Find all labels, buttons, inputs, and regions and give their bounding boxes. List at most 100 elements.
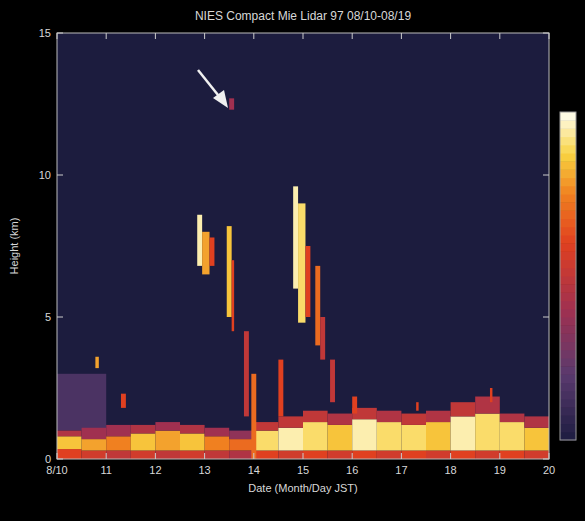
x-tick <box>549 33 550 39</box>
cell <box>229 439 254 450</box>
cell <box>475 414 500 451</box>
cell <box>57 449 82 459</box>
cell <box>254 422 279 431</box>
x-tick <box>499 453 500 459</box>
cell <box>524 428 549 451</box>
cell <box>328 450 353 459</box>
x-tick-label: 18 <box>444 464 456 476</box>
colorbar-step <box>560 202 576 211</box>
x-tick-label: 14 <box>248 464 260 476</box>
y-tick <box>543 175 549 176</box>
cell <box>328 414 353 425</box>
cell <box>315 266 320 346</box>
cell <box>475 450 500 459</box>
colorbar-step <box>560 268 576 277</box>
colorbar-step <box>560 186 576 195</box>
y-tick-label: 10 <box>39 169 51 181</box>
cell <box>524 450 549 459</box>
cell <box>106 450 131 459</box>
colorbar-step <box>560 120 576 129</box>
cell <box>229 431 254 440</box>
cell <box>377 422 402 450</box>
cell <box>131 425 156 434</box>
arrow <box>198 70 228 108</box>
x-tick <box>57 33 58 39</box>
y-tick <box>57 33 63 34</box>
x-tick <box>401 453 402 459</box>
colorbar-step <box>560 161 576 170</box>
frame <box>57 33 549 459</box>
colorbar-step <box>560 325 576 334</box>
cell <box>451 450 476 459</box>
cell <box>227 226 232 317</box>
cell <box>254 450 279 459</box>
colorbar-frame <box>560 112 576 440</box>
cell <box>106 436 131 450</box>
cell <box>232 260 234 331</box>
cell <box>305 246 310 317</box>
x-tick <box>303 453 304 459</box>
cell <box>155 422 180 431</box>
colorbar-step <box>560 333 576 342</box>
y-tick <box>543 317 549 318</box>
cell <box>254 431 279 451</box>
cell <box>121 394 126 408</box>
y-tick-label: 5 <box>45 311 51 323</box>
x-axis-title: Date (Month/Day JST) <box>248 482 357 494</box>
x-tick-label: 15 <box>297 464 309 476</box>
colorbar-step <box>560 243 576 252</box>
colorbar-step <box>560 251 576 260</box>
cell <box>82 439 107 450</box>
cell <box>328 425 353 451</box>
cell <box>298 203 305 322</box>
y-tick-label: 0 <box>45 453 51 465</box>
cell <box>303 411 328 422</box>
colorbar-step <box>560 235 576 244</box>
cells <box>57 98 549 459</box>
y-tick <box>543 459 549 460</box>
cell <box>229 98 234 109</box>
cell <box>229 450 254 459</box>
cell <box>401 425 426 451</box>
cell <box>330 360 335 403</box>
title: NIES Compact Mie Lidar 97 08/10-08/19 <box>195 9 411 23</box>
cell <box>451 402 476 416</box>
colorbar-step <box>560 309 576 318</box>
colorbar-step <box>560 366 576 375</box>
x-tick <box>401 33 402 39</box>
colorbar-step <box>560 219 576 228</box>
background <box>0 0 585 521</box>
plot-area <box>57 33 549 459</box>
colorbar-step <box>560 276 576 285</box>
cell <box>82 450 107 459</box>
cell <box>352 397 357 414</box>
x-tick-label: 11 <box>100 464 111 476</box>
x-tick <box>499 33 500 39</box>
cell <box>57 436 82 449</box>
x-tick <box>204 33 205 39</box>
cell <box>205 450 230 459</box>
cell <box>500 450 525 459</box>
cell <box>251 374 256 459</box>
arrow-head <box>213 90 228 108</box>
colorbar-step <box>560 399 576 408</box>
cell <box>205 428 230 437</box>
cell <box>377 411 402 422</box>
colorbar-step <box>560 112 576 121</box>
colorbar-step <box>560 383 576 392</box>
cell <box>303 450 328 459</box>
cell <box>155 431 180 451</box>
x-tick <box>155 453 156 459</box>
cell <box>95 357 98 368</box>
x-tick <box>106 33 107 39</box>
x-tick-label: 13 <box>198 464 210 476</box>
y-axis-title: Height (km) <box>8 218 20 275</box>
colorbar-step <box>560 169 576 178</box>
cell <box>278 428 303 451</box>
colorbar-step <box>560 424 576 433</box>
colorbar-step <box>560 145 576 154</box>
cell <box>82 428 107 439</box>
x-tick <box>106 453 107 459</box>
cell <box>278 416 303 427</box>
x-tick <box>253 33 254 39</box>
